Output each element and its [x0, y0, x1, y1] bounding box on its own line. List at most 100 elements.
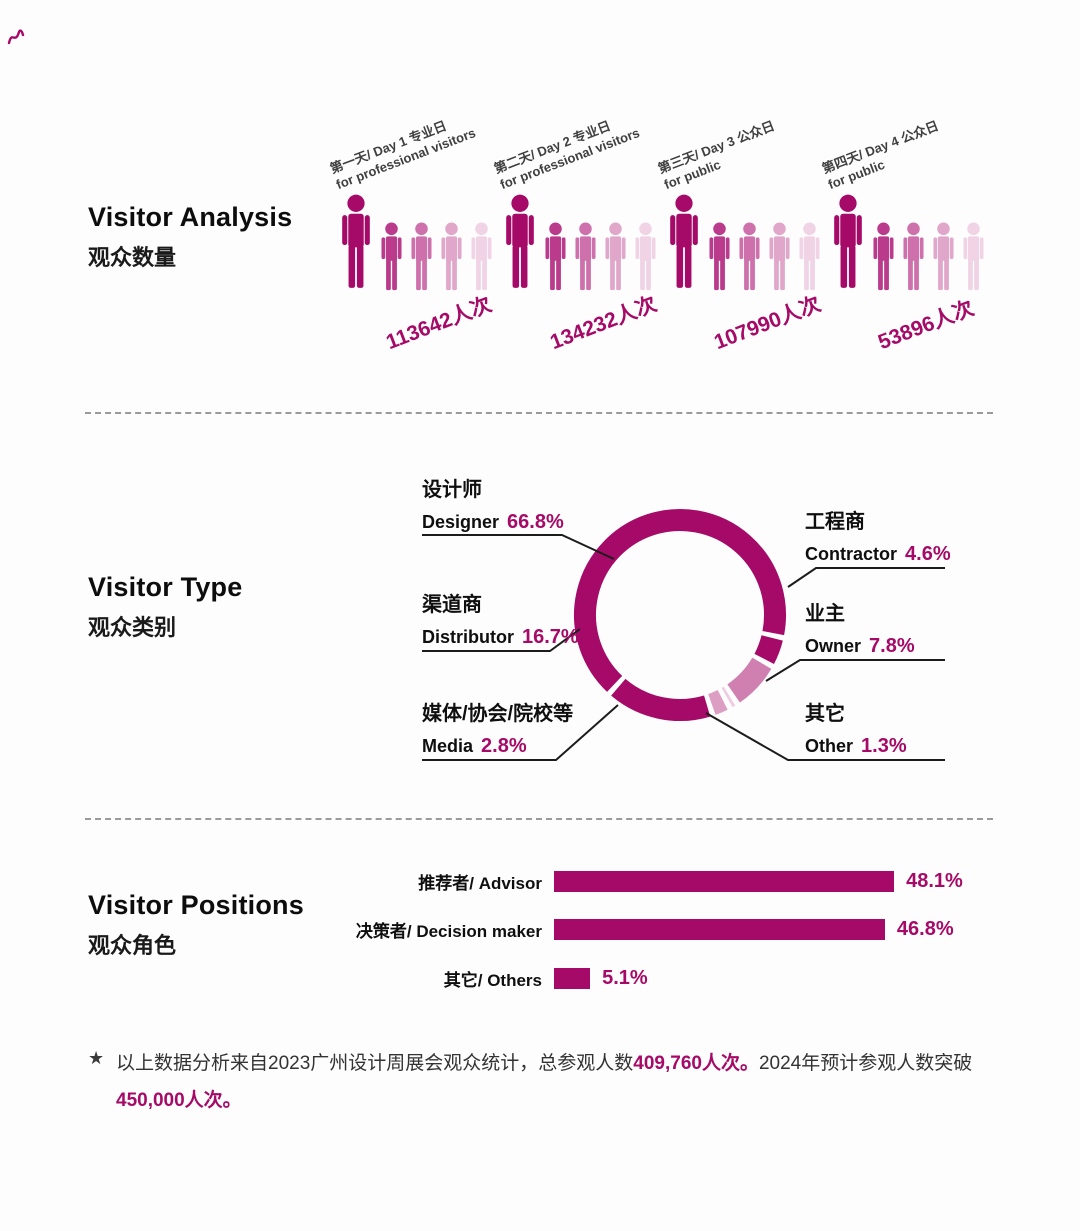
visitor-count: 107990人次	[711, 292, 824, 355]
footnote-t1: 以上数据分析来自2023广州设计周展会观众统计，总参观人数	[116, 1053, 634, 1074]
bar-label-decision-maker: 决策者/ Decision maker	[355, 922, 542, 941]
separator	[85, 818, 993, 820]
donut-label-contractor: 工程商 Contractor 4.6%	[805, 505, 1080, 566]
visitor-count: 134232人次	[547, 292, 660, 355]
person-icon-row	[500, 192, 660, 291]
day-label: 第四天/ Day 4 公众日 for public	[819, 117, 941, 193]
footnote-t2: 2024年预计参观人数突破	[758, 1053, 973, 1074]
label-distributor-pct: 16.7%	[522, 626, 579, 648]
person-icon	[571, 222, 600, 291]
person-icon	[929, 222, 958, 291]
person-icon	[765, 222, 794, 291]
person-icon	[500, 192, 540, 291]
bar-others	[554, 968, 591, 989]
footnote-forecast-count: 450,000人次。	[116, 1090, 242, 1112]
label-contractor-pct: 4.6%	[905, 543, 951, 565]
label-designer-pct: 66.8%	[507, 511, 564, 533]
leader-line-owner	[765, 659, 945, 682]
label-designer-en: Designer	[422, 512, 500, 532]
donut-label-designer: 设计师 Designer 66.8%	[422, 473, 702, 534]
donut-segment-owner	[727, 657, 772, 703]
title-analysis-en: Visitor Analysis	[88, 202, 293, 232]
visitor-positions-section: 推荐者/ Advisor 48.1% 决策者/ Decision maker 4…	[0, 855, 1080, 1025]
person-icon	[828, 192, 868, 291]
footnote-text: 以上数据分析来自2023广州设计周展会观众统计，总参观人数409,760人次。2…	[116, 1045, 992, 1119]
bar-decision-maker	[554, 919, 885, 940]
section-title-positions: Visitor Positions 观众角色	[88, 890, 304, 960]
bar-pct-advisor: 48.1%	[906, 870, 963, 892]
visitor-day-group: 第一天/ Day 1 专业日 for professional visitors 1…	[328, 118, 500, 372]
visitor-count: 113642人次	[383, 292, 495, 355]
donut-segment-distributor	[611, 678, 711, 721]
visitor-day-group: 第二天/ Day 2 专业日 for professional visitors 1…	[492, 118, 664, 372]
bar-pct-others: 5.1%	[602, 967, 648, 989]
person-icon	[664, 192, 704, 291]
day-label: 第三天/ Day 3 公众日 for public	[655, 117, 777, 193]
person-icon	[336, 192, 376, 291]
leader-line-contractor	[787, 567, 945, 588]
separator	[85, 412, 993, 414]
donut-chart	[422, 509, 945, 761]
title-analysis-zh: 观众数量	[88, 245, 177, 270]
star-icon: ★	[88, 1048, 105, 1068]
donut-segment-media	[708, 689, 728, 715]
bar-label-advisor: 推荐者/ Advisor	[418, 874, 542, 893]
person-icon	[795, 222, 824, 291]
visitor-groups: 第一天/ Day 1 专业日 for professional visitors 1…	[328, 118, 992, 372]
person-icon	[959, 222, 988, 291]
donut-label-owner: 业主 Owner 7.8%	[805, 597, 1080, 658]
label-other-en: Other	[805, 736, 854, 756]
title-type-zh: 观众类别	[88, 615, 177, 640]
person-icon-row	[828, 192, 988, 291]
footnote-total-count: 409,760人次。	[633, 1053, 759, 1074]
donut-segments	[574, 509, 786, 721]
donut-segment-designer	[574, 509, 786, 692]
day-label: 第二天/ Day 2 专业日 for professional visitors	[491, 117, 642, 193]
label-media-zh: 媒体/协会/院校等	[422, 703, 574, 725]
title-positions-zh: 观众角色	[88, 933, 177, 958]
leader-line-other	[705, 712, 945, 761]
person-icon	[631, 222, 660, 291]
person-icon	[541, 222, 570, 291]
position-row-advisor: 推荐者/ Advisor 48.1%	[278, 869, 963, 894]
donut-label-other: 其它 Other 1.3%	[805, 697, 1080, 758]
title-positions-en: Visitor Positions	[88, 890, 304, 920]
section-title-type: Visitor Type 观众类别	[88, 572, 242, 642]
label-contractor-zh: 工程商	[805, 511, 865, 533]
day-label: 第一天/ Day 1 专业日 for professional visitors	[327, 117, 478, 193]
title-type-en: Visitor Type	[88, 572, 243, 602]
position-row-others: 其它/ Others 5.1%	[278, 966, 648, 991]
bar-pct-decision-maker: 46.8%	[896, 918, 954, 940]
person-icon	[705, 222, 734, 291]
label-contractor-en: Contractor	[805, 544, 898, 564]
donut-label-distributor: 渠道商 Distributor 16.7%	[422, 588, 702, 649]
label-designer-zh: 设计师	[422, 479, 482, 501]
person-icon	[467, 222, 496, 291]
visitor-day-group: 第四天/ Day 4 公众日 for public 53896人次	[820, 118, 992, 372]
leader-line-media	[422, 704, 619, 761]
label-distributor-en: Distributor	[422, 627, 514, 647]
label-other-zh: 其它	[805, 703, 845, 725]
person-icon	[601, 222, 630, 291]
section-title-analysis: Visitor Analysis 观众数量	[88, 202, 292, 272]
label-other-pct: 1.3%	[861, 735, 907, 757]
visitor-count: 53896人次	[875, 296, 978, 355]
position-row-decision-maker: 决策者/ Decision maker 46.8%	[278, 917, 954, 942]
leader-line-distributor	[422, 628, 581, 652]
visitor-type-section: 设计师 Designer 66.8% 渠道商 Distributor 16.7% 媒…	[0, 455, 1080, 815]
label-distributor-zh: 渠道商	[422, 594, 482, 616]
footnote: ★ 以上数据分析来自2023广州设计周展会观众统计，总参观人数409,760人次…	[88, 1045, 992, 1119]
person-icon-row	[664, 192, 824, 291]
person-icon	[899, 222, 928, 291]
label-owner-pct: 7.8%	[869, 635, 915, 657]
person-icon-row	[336, 192, 496, 291]
label-owner-en: Owner	[805, 636, 862, 656]
person-icon	[377, 222, 406, 291]
visitor-day-group: 第三天/ Day 3 公众日 for public 107990人次	[656, 118, 828, 372]
person-icon	[869, 222, 898, 291]
corner-mark	[7, 29, 25, 45]
leader-line-designer	[422, 534, 615, 560]
person-icon	[437, 222, 466, 291]
donut-label-media: 媒体/协会/院校等 Media 2.8%	[422, 697, 702, 758]
